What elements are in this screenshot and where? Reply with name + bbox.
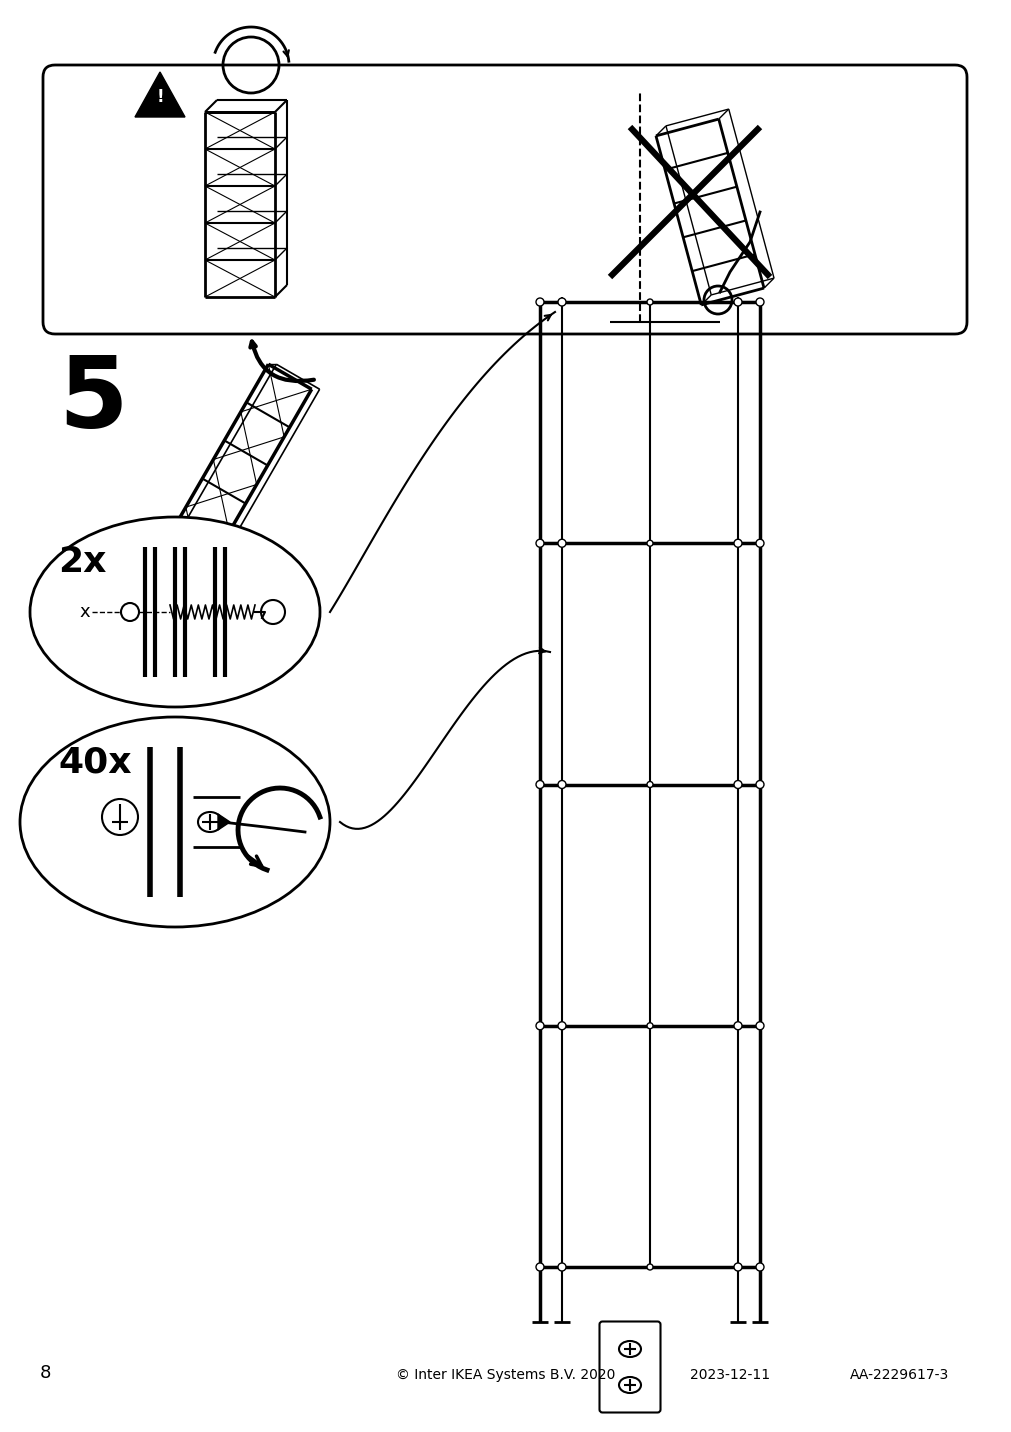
Text: x: x bbox=[80, 603, 90, 621]
Circle shape bbox=[646, 299, 652, 305]
Text: 40x: 40x bbox=[58, 745, 131, 779]
FancyBboxPatch shape bbox=[599, 1322, 660, 1412]
Circle shape bbox=[536, 298, 544, 306]
FancyBboxPatch shape bbox=[42, 64, 967, 334]
Circle shape bbox=[646, 1264, 652, 1270]
Text: 5: 5 bbox=[58, 352, 127, 450]
Circle shape bbox=[557, 540, 565, 547]
Circle shape bbox=[557, 1022, 565, 1030]
Circle shape bbox=[733, 1022, 741, 1030]
Text: 8: 8 bbox=[40, 1365, 52, 1382]
Circle shape bbox=[557, 780, 565, 789]
Circle shape bbox=[536, 1022, 544, 1030]
Circle shape bbox=[557, 1263, 565, 1272]
Circle shape bbox=[557, 298, 565, 306]
Circle shape bbox=[733, 1263, 741, 1272]
Text: !: ! bbox=[156, 87, 164, 106]
Circle shape bbox=[755, 1022, 763, 1030]
Circle shape bbox=[733, 780, 741, 789]
Text: © Inter IKEA Systems B.V. 2020: © Inter IKEA Systems B.V. 2020 bbox=[396, 1368, 615, 1382]
Circle shape bbox=[536, 540, 544, 547]
Circle shape bbox=[646, 782, 652, 788]
Circle shape bbox=[755, 1263, 763, 1272]
Circle shape bbox=[536, 780, 544, 789]
Ellipse shape bbox=[20, 717, 330, 927]
Circle shape bbox=[646, 540, 652, 546]
Polygon shape bbox=[217, 813, 229, 831]
Circle shape bbox=[755, 298, 763, 306]
Text: 2x: 2x bbox=[58, 546, 106, 579]
Polygon shape bbox=[134, 72, 185, 117]
Ellipse shape bbox=[30, 517, 319, 707]
Circle shape bbox=[536, 1263, 544, 1272]
Text: AA-2229617-3: AA-2229617-3 bbox=[849, 1368, 948, 1382]
Circle shape bbox=[755, 780, 763, 789]
Circle shape bbox=[755, 540, 763, 547]
Circle shape bbox=[733, 540, 741, 547]
Circle shape bbox=[646, 1022, 652, 1028]
Text: 2023-12-11: 2023-12-11 bbox=[690, 1368, 769, 1382]
Circle shape bbox=[733, 298, 741, 306]
